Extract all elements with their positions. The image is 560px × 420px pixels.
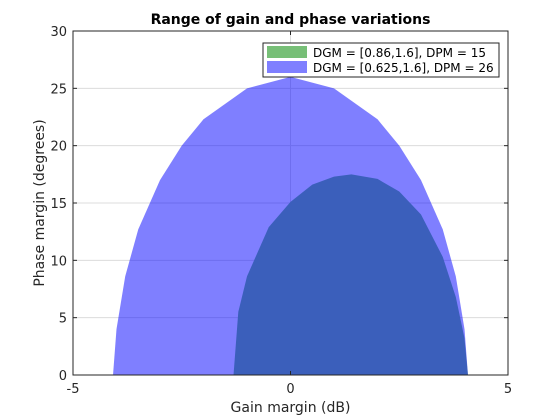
x-tick-label: 5 xyxy=(504,382,512,397)
plot-areas xyxy=(113,76,468,376)
y-tick-label: 5 xyxy=(59,312,67,327)
legend-label-2: DGM = [0.625,1.6], DPM = 26 xyxy=(313,61,494,75)
chart-title: Range of gain and phase variations xyxy=(151,12,431,28)
legend-swatch-1 xyxy=(267,46,307,58)
series-area-2 xyxy=(113,76,468,376)
x-axis-label: Gain margin (dB) xyxy=(231,400,351,416)
y-tick-label: 30 xyxy=(50,25,67,40)
y-axis-label: Phase margin (degrees) xyxy=(32,119,48,286)
y-tick-label: 20 xyxy=(50,140,67,155)
x-tick-label: 0 xyxy=(286,382,294,397)
y-tick-label: 10 xyxy=(50,254,67,269)
y-tick-label: 0 xyxy=(59,369,67,384)
legend-label-1: DGM = [0.86,1.6], DPM = 15 xyxy=(313,46,486,60)
y-tick-label: 15 xyxy=(50,197,67,212)
y-tick-label: 25 xyxy=(50,82,67,97)
x-tick-label: -5 xyxy=(67,382,80,397)
legend-swatch-2 xyxy=(267,61,307,73)
